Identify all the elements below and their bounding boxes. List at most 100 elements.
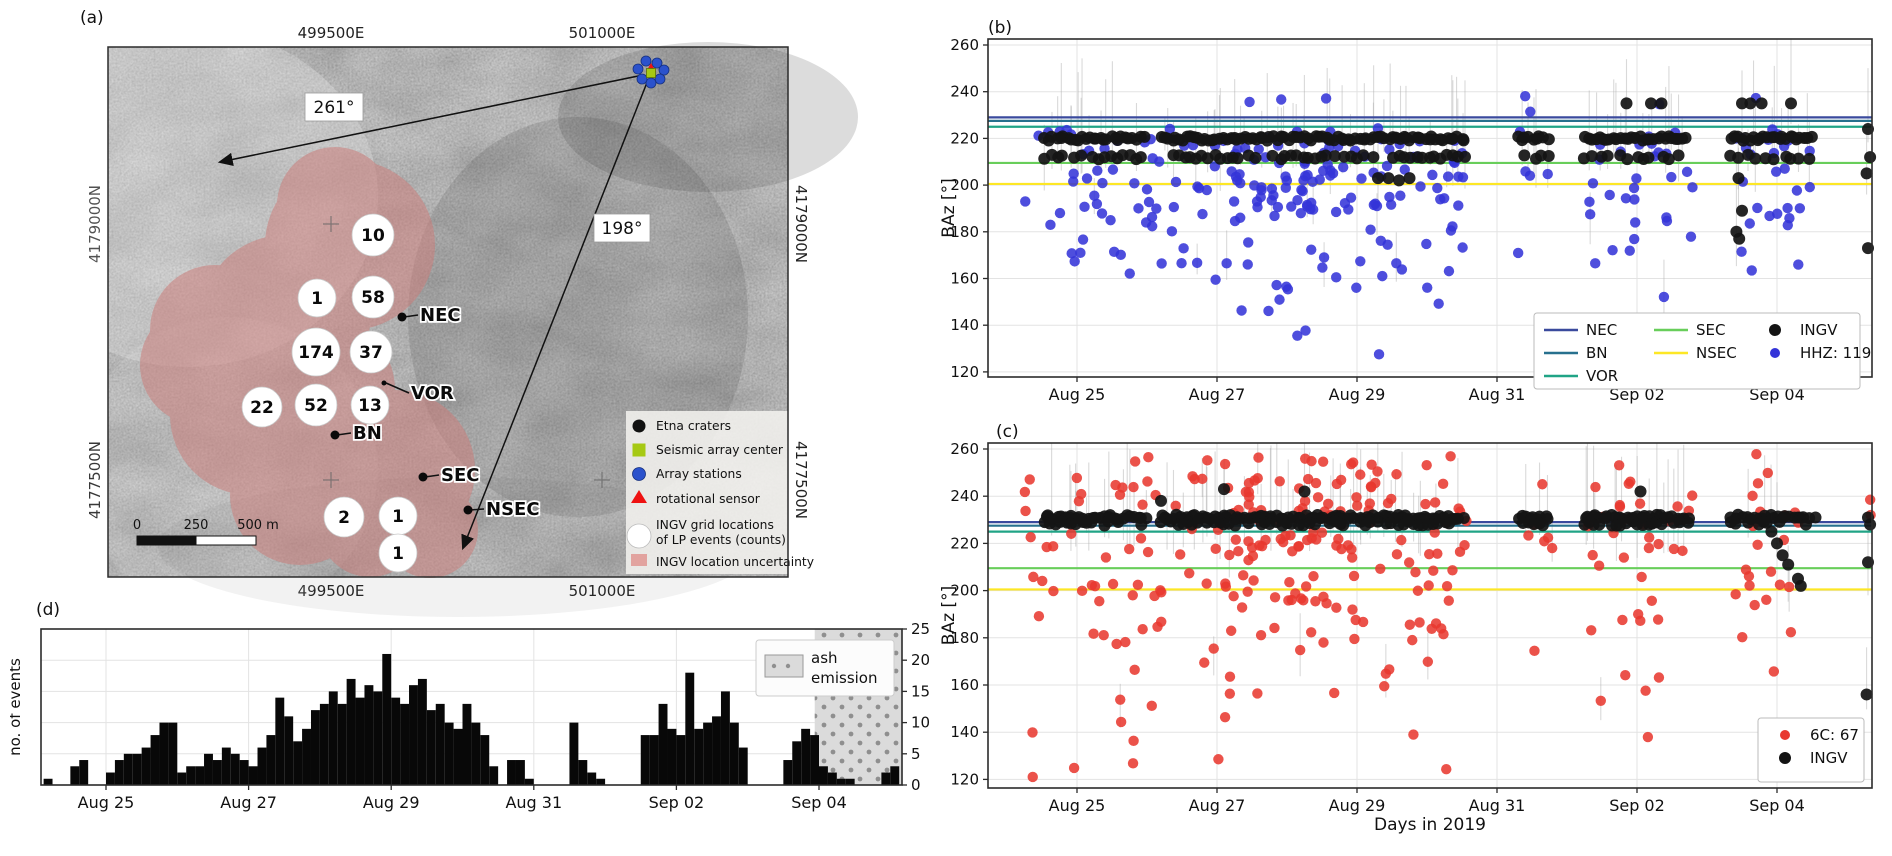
crater-dot xyxy=(463,505,473,515)
legend-item: 6C: 67 xyxy=(1780,726,1859,744)
x-axis-label: Days in 2019 xyxy=(1374,815,1486,835)
legend-label: VOR xyxy=(1586,367,1618,385)
lp-count-circle: 37 xyxy=(349,330,393,374)
lp-count-circle: 1 xyxy=(378,496,418,536)
x-tick-label: Aug 31 xyxy=(505,793,562,812)
panel-d-label: (d) xyxy=(36,600,61,620)
map-scalebar: 0 250 500 m xyxy=(133,518,279,546)
baz-scatter-6c: 120 140 160 180 200 220 240 260 Aug 25 Aug 27 Aug … xyxy=(940,440,1877,835)
crater-nsec: NSEC xyxy=(463,497,541,522)
legend-item: BN xyxy=(1544,344,1608,362)
arrow-261 xyxy=(217,74,644,167)
x-tick-label: Sep 02 xyxy=(649,793,705,812)
y-tick-label: 10 xyxy=(911,714,930,732)
crater-sec: SEC xyxy=(418,463,481,488)
legend-label: 6C: 67 xyxy=(1810,726,1859,744)
array-station-dot xyxy=(636,73,648,85)
map-easting-top-1: 499500E xyxy=(297,24,365,42)
ash-legend-label: ash xyxy=(811,649,838,667)
seismic-array-cluster xyxy=(632,55,670,89)
y-tick-label: 220 xyxy=(950,534,979,552)
axis-ticks xyxy=(105,628,907,790)
crater-markers: NEC VOR BN SEC NSEC xyxy=(330,303,541,522)
lp-count-circle: 58 xyxy=(351,275,395,319)
y-tick-label: 15 xyxy=(911,682,930,700)
legend-item: SEC xyxy=(1654,321,1725,339)
map-frame xyxy=(107,46,789,578)
legend-item: INGV xyxy=(1779,749,1848,767)
lp-count-value: 2 xyxy=(338,508,350,528)
y-tick-label: 0 xyxy=(911,776,921,794)
lp-count-value: 37 xyxy=(359,343,383,363)
svg-text:261°: 261° xyxy=(314,98,355,118)
plot-frame xyxy=(987,38,1873,378)
axis-tick-labels: 120 140 160 180 200 220 240 260 Aug 25 Aug 27 Aug … xyxy=(950,440,1804,815)
ingv-points xyxy=(1038,483,1877,701)
array-center-icon xyxy=(646,68,656,78)
histogram-bars xyxy=(43,653,900,785)
legend-label: HHZ: 119 xyxy=(1800,344,1871,362)
axis-tick-labels: 0 5 10 15 20 25 Aug 25 Aug 27 Aug 29 Aug 31 Sep 02… xyxy=(78,620,930,812)
crater-dot xyxy=(418,472,428,482)
x-tick-label: Aug 25 xyxy=(78,793,135,812)
lp-count-value: 58 xyxy=(361,288,385,308)
map-easting-bottom-2: 501000E xyxy=(568,582,636,600)
y-tick-label: 240 xyxy=(950,83,979,101)
map-legend-item: rotational sensor xyxy=(631,490,761,506)
legend-item: VOR xyxy=(1544,367,1618,385)
map-legend-item: Seismic array center xyxy=(632,443,784,457)
crater-vor: VOR xyxy=(381,380,456,406)
panel-c-label: (c) xyxy=(996,422,1019,442)
legend-label: INGV xyxy=(1800,321,1838,339)
lp-count-value: 52 xyxy=(304,396,328,416)
lp-count-value: 22 xyxy=(250,398,274,418)
x-tick-label: Sep 02 xyxy=(1609,796,1665,815)
x-tick-label: Aug 29 xyxy=(363,793,420,812)
map-legend: Etna craters Seismic array center Array st… xyxy=(626,411,814,574)
uncertainty-blob-circle xyxy=(140,305,260,425)
map-legend-label: of LP events (counts) xyxy=(656,533,786,547)
y-tick-label: 180 xyxy=(950,629,979,647)
plot-legend: NEC BN VOR SEC NSEC INGV HHZ: 119 xyxy=(1533,312,1871,390)
map-northing-right-1: 4179000N xyxy=(792,184,810,264)
angle-label-198: 198° xyxy=(593,213,651,243)
lp-count-value: 13 xyxy=(358,396,382,416)
plot-frame xyxy=(987,442,1873,789)
crater-name-label: BN xyxy=(353,423,382,444)
array-station-dot xyxy=(640,55,652,67)
crater-nec: NEC xyxy=(397,303,462,328)
lp-count-circle: 1 xyxy=(378,533,418,573)
x-tick-label: Aug 31 xyxy=(1469,796,1526,815)
lp-count-value: 1 xyxy=(311,289,323,309)
map-legend-label: INGV grid locations xyxy=(656,518,774,532)
x-tick-label: Aug 27 xyxy=(1189,385,1246,404)
lp-count-circle: 174 xyxy=(291,327,341,377)
y-tick-label: 140 xyxy=(950,723,979,741)
ash-legend: ash emission xyxy=(755,639,895,697)
map-legend-label: rotational sensor xyxy=(656,492,761,506)
legend-item: INGV xyxy=(1769,321,1838,339)
axis-ticks xyxy=(983,448,1778,793)
ingv-points xyxy=(1038,97,1877,255)
map-legend-label: Etna craters xyxy=(656,419,731,433)
x-tick-label: Sep 04 xyxy=(1749,385,1805,404)
array-station-dot xyxy=(651,57,663,69)
panel-b-label: (b) xyxy=(988,18,1013,38)
crater-dot xyxy=(397,312,407,322)
lp-count-circle: 52 xyxy=(294,383,338,427)
map-easting-bottom-1: 499500E xyxy=(297,582,365,600)
event-histogram: 0 5 10 15 20 25 Aug 25 Aug 27 Aug 29 Aug 31 Sep 02… xyxy=(10,620,930,812)
panel-a-label: (a) xyxy=(80,8,104,28)
y-axis-label: no. of events xyxy=(10,658,24,756)
array-station-dot xyxy=(658,64,670,76)
lp-count-value: 1 xyxy=(392,507,404,527)
y-tick-label: 5 xyxy=(911,745,921,763)
array-station-dot xyxy=(645,77,657,89)
map-legend-item: INGV location uncertainty xyxy=(631,554,814,569)
plot-legend: 6C: 67 INGV xyxy=(1757,717,1865,783)
plot-frame xyxy=(40,628,903,786)
y-tick-label: 260 xyxy=(950,440,979,458)
crater-name-label: SEC xyxy=(441,465,479,486)
